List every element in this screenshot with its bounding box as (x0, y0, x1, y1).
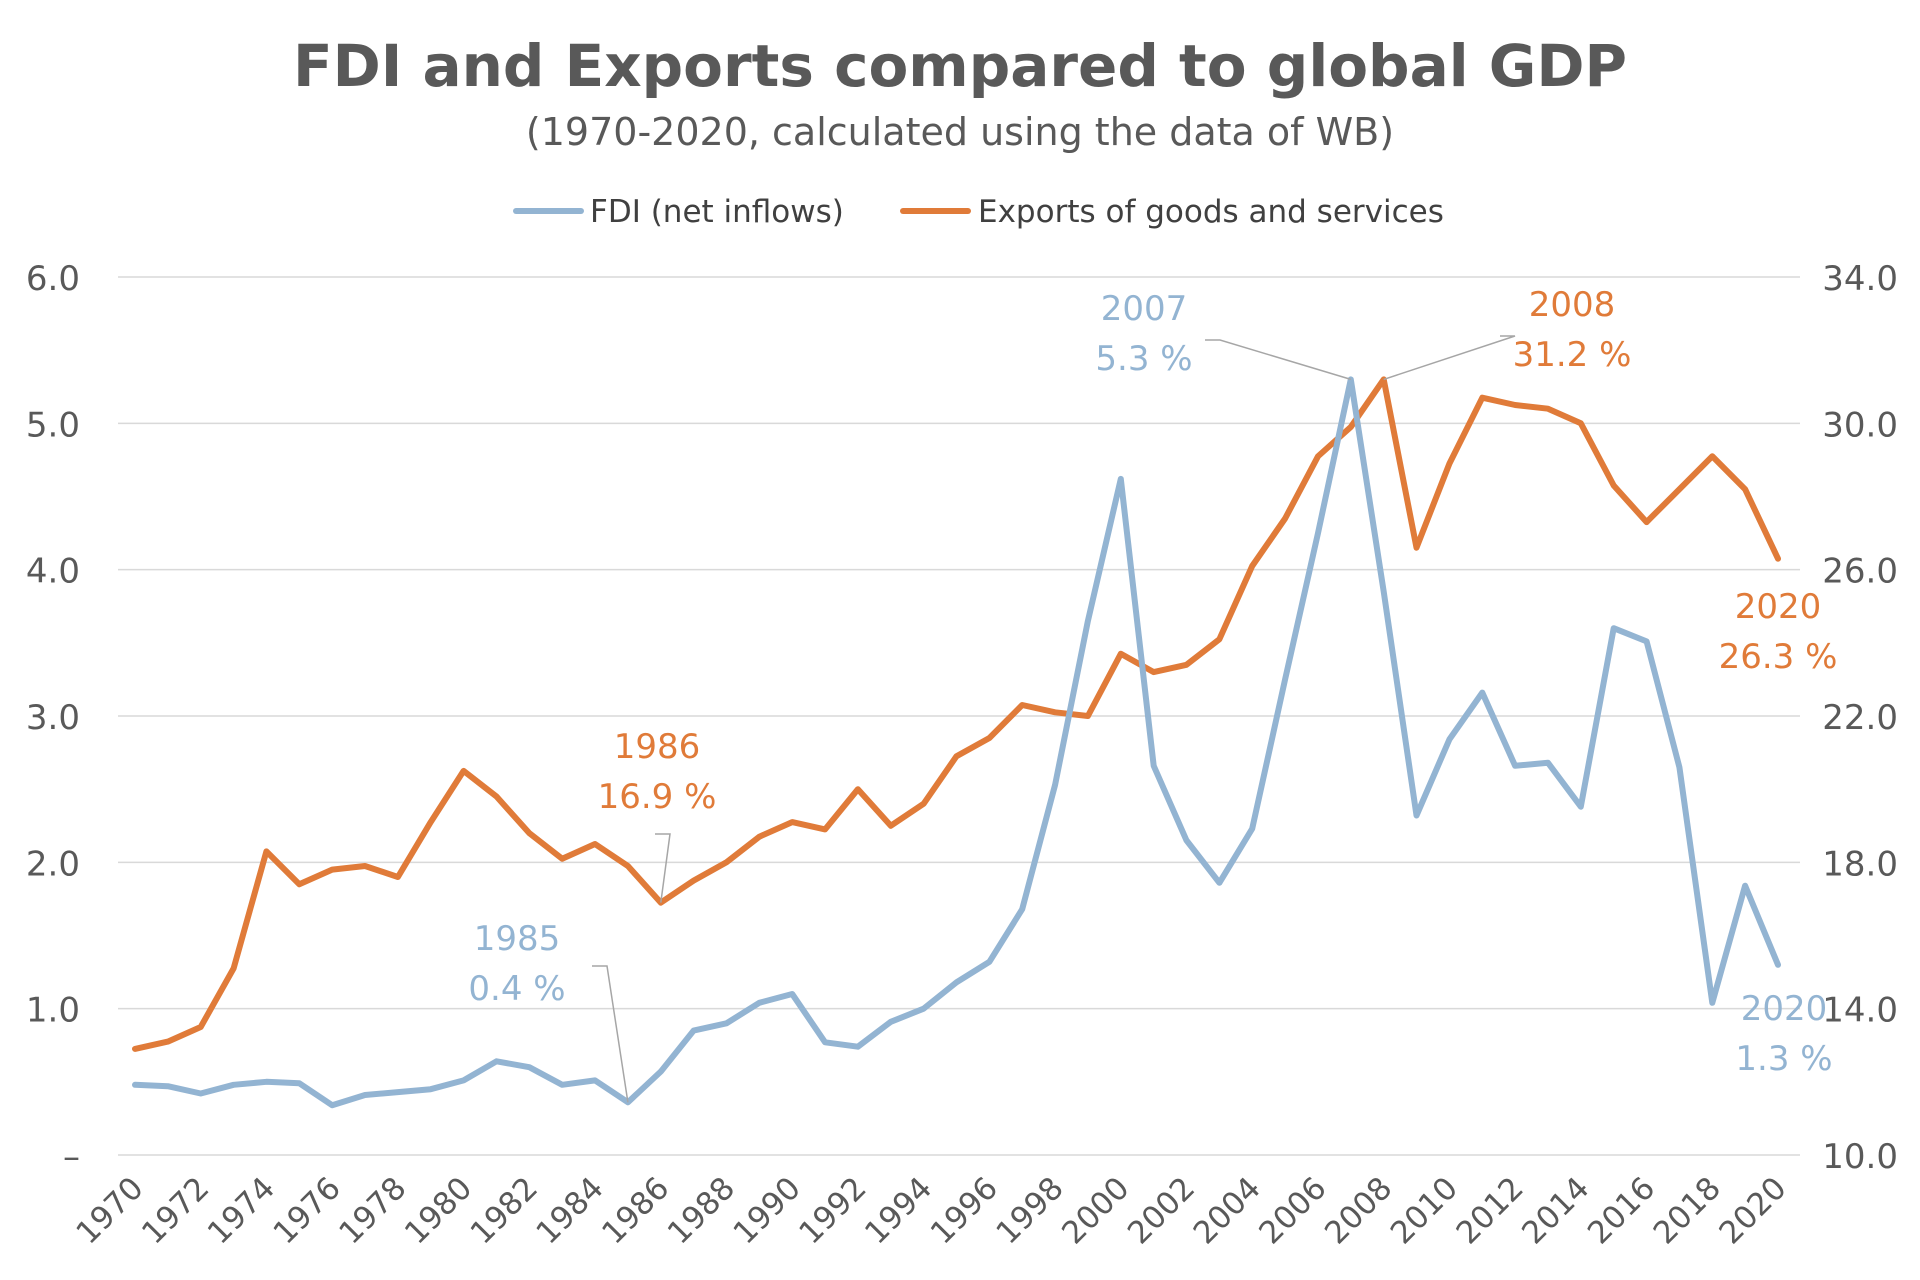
x-tick-label: 1990 (727, 1170, 808, 1251)
x-tick-label: 1976 (267, 1170, 348, 1251)
chart-title: FDI and Exports compared to global GDP (293, 32, 1627, 100)
x-tick-label: 2008 (1318, 1170, 1399, 1251)
x-tick-label: 1988 (661, 1170, 742, 1251)
x-tick-label: 1984 (529, 1170, 610, 1251)
x-tick-label: 1970 (69, 1170, 150, 1251)
x-tick-label: 1980 (398, 1170, 479, 1251)
x-tick-label: 1972 (135, 1170, 216, 1251)
x-tick-label: 1992 (792, 1170, 873, 1251)
y-right-tick-label: 10.0 (1822, 1137, 1898, 1177)
annotation-value: 5.3 % (1095, 339, 1192, 379)
annotation-value: 1.3 % (1735, 1039, 1832, 1079)
annotation-leader (1205, 339, 1352, 381)
y-right-tick-label: 26.0 (1822, 552, 1898, 592)
x-tick-label: 2002 (1121, 1170, 1202, 1251)
x-tick-label: 2014 (1515, 1170, 1596, 1251)
x-tick-label: 2012 (1450, 1170, 1531, 1251)
x-tick-label: 1994 (858, 1170, 939, 1251)
annotation-value: 31.2 % (1513, 335, 1632, 375)
y-left-tick-label: 6.0 (26, 259, 80, 299)
x-tick-label: 2018 (1647, 1170, 1728, 1251)
y-left-tick-label: 5.0 (26, 405, 80, 445)
legend-label-exports: Exports of goods and services (978, 194, 1444, 230)
y-right-tick-label: 30.0 (1822, 405, 1898, 445)
y-right-tick-label: 34.0 (1822, 259, 1898, 299)
annotation-leader (1383, 335, 1516, 381)
x-tick-label: 2000 (1055, 1170, 1136, 1251)
x-tick-label: 1978 (332, 1170, 413, 1251)
y-left-tick-label: 1.0 (26, 991, 80, 1031)
y-left-tick-label: 2.0 (26, 844, 80, 884)
annotation-year: 2020 (1735, 587, 1822, 627)
x-tick-label: 1996 (924, 1170, 1005, 1251)
y-left-tick-label: – (63, 1137, 80, 1177)
x-tick-label: 1974 (201, 1170, 282, 1251)
x-tick-label: 2004 (1187, 1170, 1268, 1251)
y-right-tick-label: 22.0 (1822, 698, 1898, 738)
annotation-value: 26.3 % (1719, 637, 1838, 677)
exports-series-line (132, 376, 1781, 1052)
annotation-year: 2008 (1529, 285, 1616, 325)
x-tick-label: 2006 (1252, 1170, 1333, 1251)
series-layer (132, 376, 1781, 1109)
x-tick-label: 1998 (989, 1170, 1070, 1251)
y-axis-left: – 1.0 2.0 3.0 4.0 5.0 6.0 (26, 259, 80, 1177)
fdi-series-line (132, 376, 1781, 1109)
y-right-tick-label: 14.0 (1822, 991, 1898, 1031)
annotation-value: 16.9 % (598, 777, 717, 817)
annotation-year: 2007 (1101, 289, 1188, 329)
annotation-year: 1986 (614, 727, 701, 767)
x-axis: 1970197219741976197819801982198419861988… (69, 1170, 1793, 1251)
annotation-value: 0.4 % (468, 969, 565, 1009)
legend-label-fdi: FDI (net inflows) (590, 194, 844, 230)
x-tick-label: 1986 (595, 1170, 676, 1251)
y-left-tick-label: 4.0 (26, 552, 80, 592)
annotation-leader (655, 833, 671, 903)
annotation-year: 2020 (1741, 989, 1828, 1029)
annotations: 1985 0.4 % 1986 16.9 % 2007 5.3 % 2008 31.2 % 20… (468, 285, 1838, 1103)
y-axis-right: 10.0 14.0 18.0 22.0 26.0 30.0 34.0 (1822, 259, 1898, 1177)
gridlines (118, 276, 1800, 1156)
x-tick-label: 2010 (1384, 1170, 1465, 1251)
chart-subtitle: (1970-2020, calculated using the data of… (526, 110, 1394, 154)
legend: FDI (net inflows) Exports of goods and s… (513, 194, 1444, 230)
y-left-tick-label: 3.0 (26, 698, 80, 738)
annotation-leader (592, 965, 629, 1103)
x-tick-label: 1982 (464, 1170, 545, 1251)
x-tick-label: 2020 (1712, 1170, 1793, 1251)
y-right-tick-label: 18.0 (1822, 844, 1898, 884)
annotation-year: 1985 (474, 919, 561, 959)
x-tick-label: 2016 (1581, 1170, 1662, 1251)
